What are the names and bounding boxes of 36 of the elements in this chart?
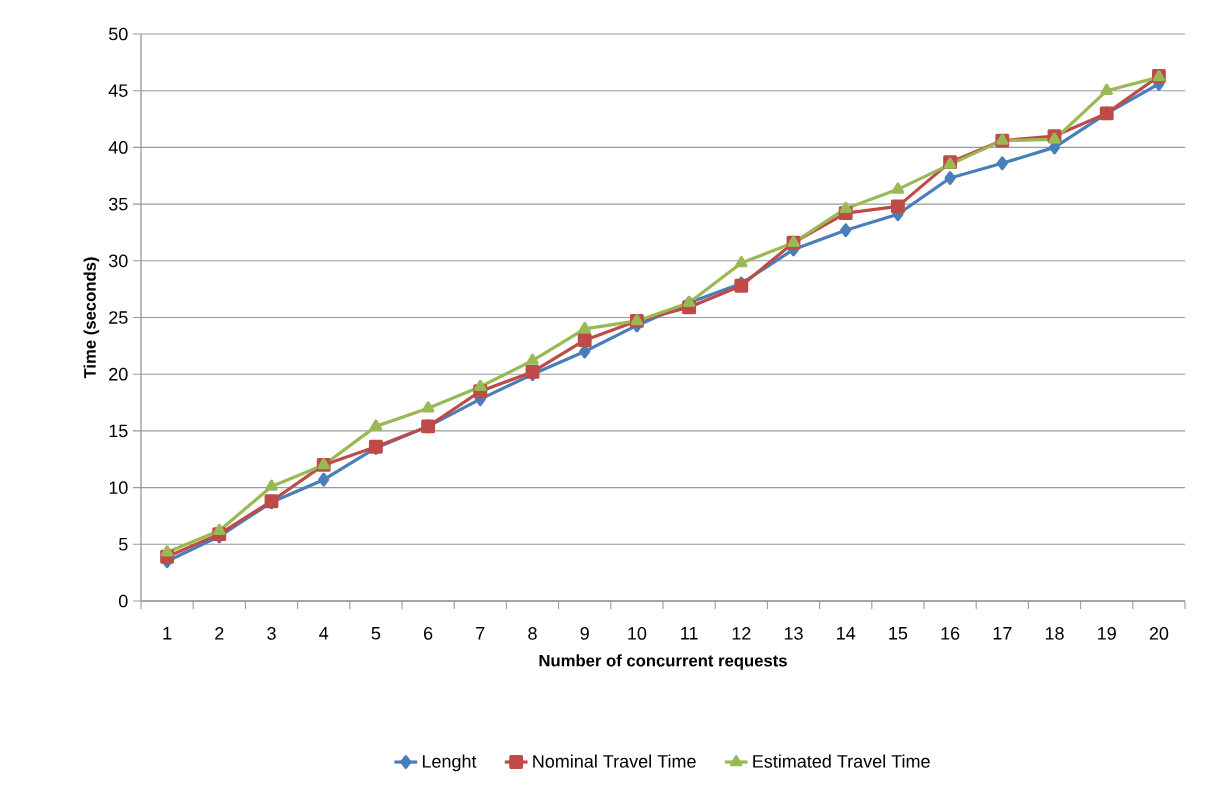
y-tick-label: 0 xyxy=(119,594,128,608)
legend-label: Lenght xyxy=(422,754,477,772)
y-tick-label: 5 xyxy=(119,538,128,551)
y-tick-label: 25 xyxy=(109,311,128,324)
x-tick-label: 17 xyxy=(993,627,1012,640)
x-tick-label: 14 xyxy=(837,627,856,640)
x-tick-label: 2 xyxy=(215,627,224,640)
x-tick-label: 20 xyxy=(1149,627,1169,640)
x-tick-label: 7 xyxy=(476,627,485,640)
x-tick-label: 5 xyxy=(371,627,381,640)
x-tick-label: 3 xyxy=(267,627,276,640)
x-tick-label: 12 xyxy=(732,627,751,640)
y-tick-label: 45 xyxy=(108,84,128,97)
x-tick-label: 8 xyxy=(528,627,537,640)
x-tick-label: 18 xyxy=(1045,627,1064,640)
legend-label: Estimated Travel Time xyxy=(753,754,930,768)
x-tick-label: 9 xyxy=(580,627,589,640)
x-tick-label: 15 xyxy=(889,627,908,640)
x-tick-label: 19 xyxy=(1098,627,1116,640)
x-tick-label: 13 xyxy=(784,627,803,640)
y-axis-title: Time (seconds) xyxy=(83,257,100,379)
x-axis-title: Number of concurrent requests xyxy=(539,654,787,670)
x-tick-label: 1 xyxy=(163,627,172,640)
legend-label: Nominal Travel Time xyxy=(533,754,696,768)
y-tick-label: 35 xyxy=(108,197,128,211)
y-tick-label: 50 xyxy=(108,27,128,41)
y-tick-label: 30 xyxy=(108,254,128,268)
x-tick-label: 10 xyxy=(628,627,647,640)
y-tick-label: 40 xyxy=(108,141,128,154)
y-tick-label: 10 xyxy=(109,481,128,494)
x-tick-label: 6 xyxy=(424,627,433,640)
y-tick-label: 15 xyxy=(109,424,128,438)
y-tick-label: 20 xyxy=(109,367,128,381)
x-tick-label: 4 xyxy=(319,627,329,640)
x-tick-label: 11 xyxy=(681,627,698,640)
x-tick-label: 16 xyxy=(941,627,960,640)
